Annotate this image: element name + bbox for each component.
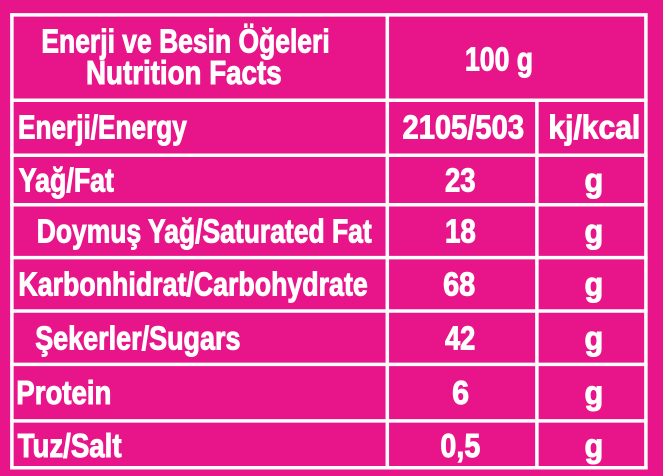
svg-text:0,5: 0,5 <box>440 427 480 464</box>
svg-text:Tuz/Salt: Tuz/Salt <box>18 428 122 465</box>
svg-text:68: 68 <box>443 266 475 303</box>
svg-text:6: 6 <box>452 374 469 411</box>
svg-text:Protein: Protein <box>16 375 111 412</box>
svg-text:Enerji ve Besin Öğeleri: Enerji ve Besin Öğeleri <box>41 24 329 60</box>
svg-text:Şekerler/Sugars: Şekerler/Sugars <box>35 321 240 357</box>
svg-text:23: 23 <box>445 163 476 199</box>
svg-text:g: g <box>585 161 604 198</box>
svg-text:Enerji/Energy: Enerji/Energy <box>18 110 187 147</box>
svg-text:Nutrition Facts: Nutrition Facts <box>86 55 282 92</box>
svg-text:g: g <box>585 265 604 302</box>
svg-text:g: g <box>585 374 604 411</box>
svg-text:Karbonhidrat/Carbohydrate: Karbonhidrat/Carbohydrate <box>18 267 367 303</box>
svg-text:g: g <box>585 319 604 356</box>
svg-text:42: 42 <box>445 321 475 357</box>
svg-text:g: g <box>585 427 604 464</box>
svg-text:kj/kcal: kj/kcal <box>548 108 640 146</box>
svg-text:Doymuş Yağ/Saturated Fat: Doymuş Yağ/Saturated Fat <box>37 214 372 250</box>
svg-text:g: g <box>585 212 604 249</box>
svg-text:2105/503: 2105/503 <box>403 109 525 146</box>
svg-text:100 g: 100 g <box>465 42 533 78</box>
svg-text:18: 18 <box>445 213 476 250</box>
svg-text:Yağ/Fat: Yağ/Fat <box>19 163 114 199</box>
